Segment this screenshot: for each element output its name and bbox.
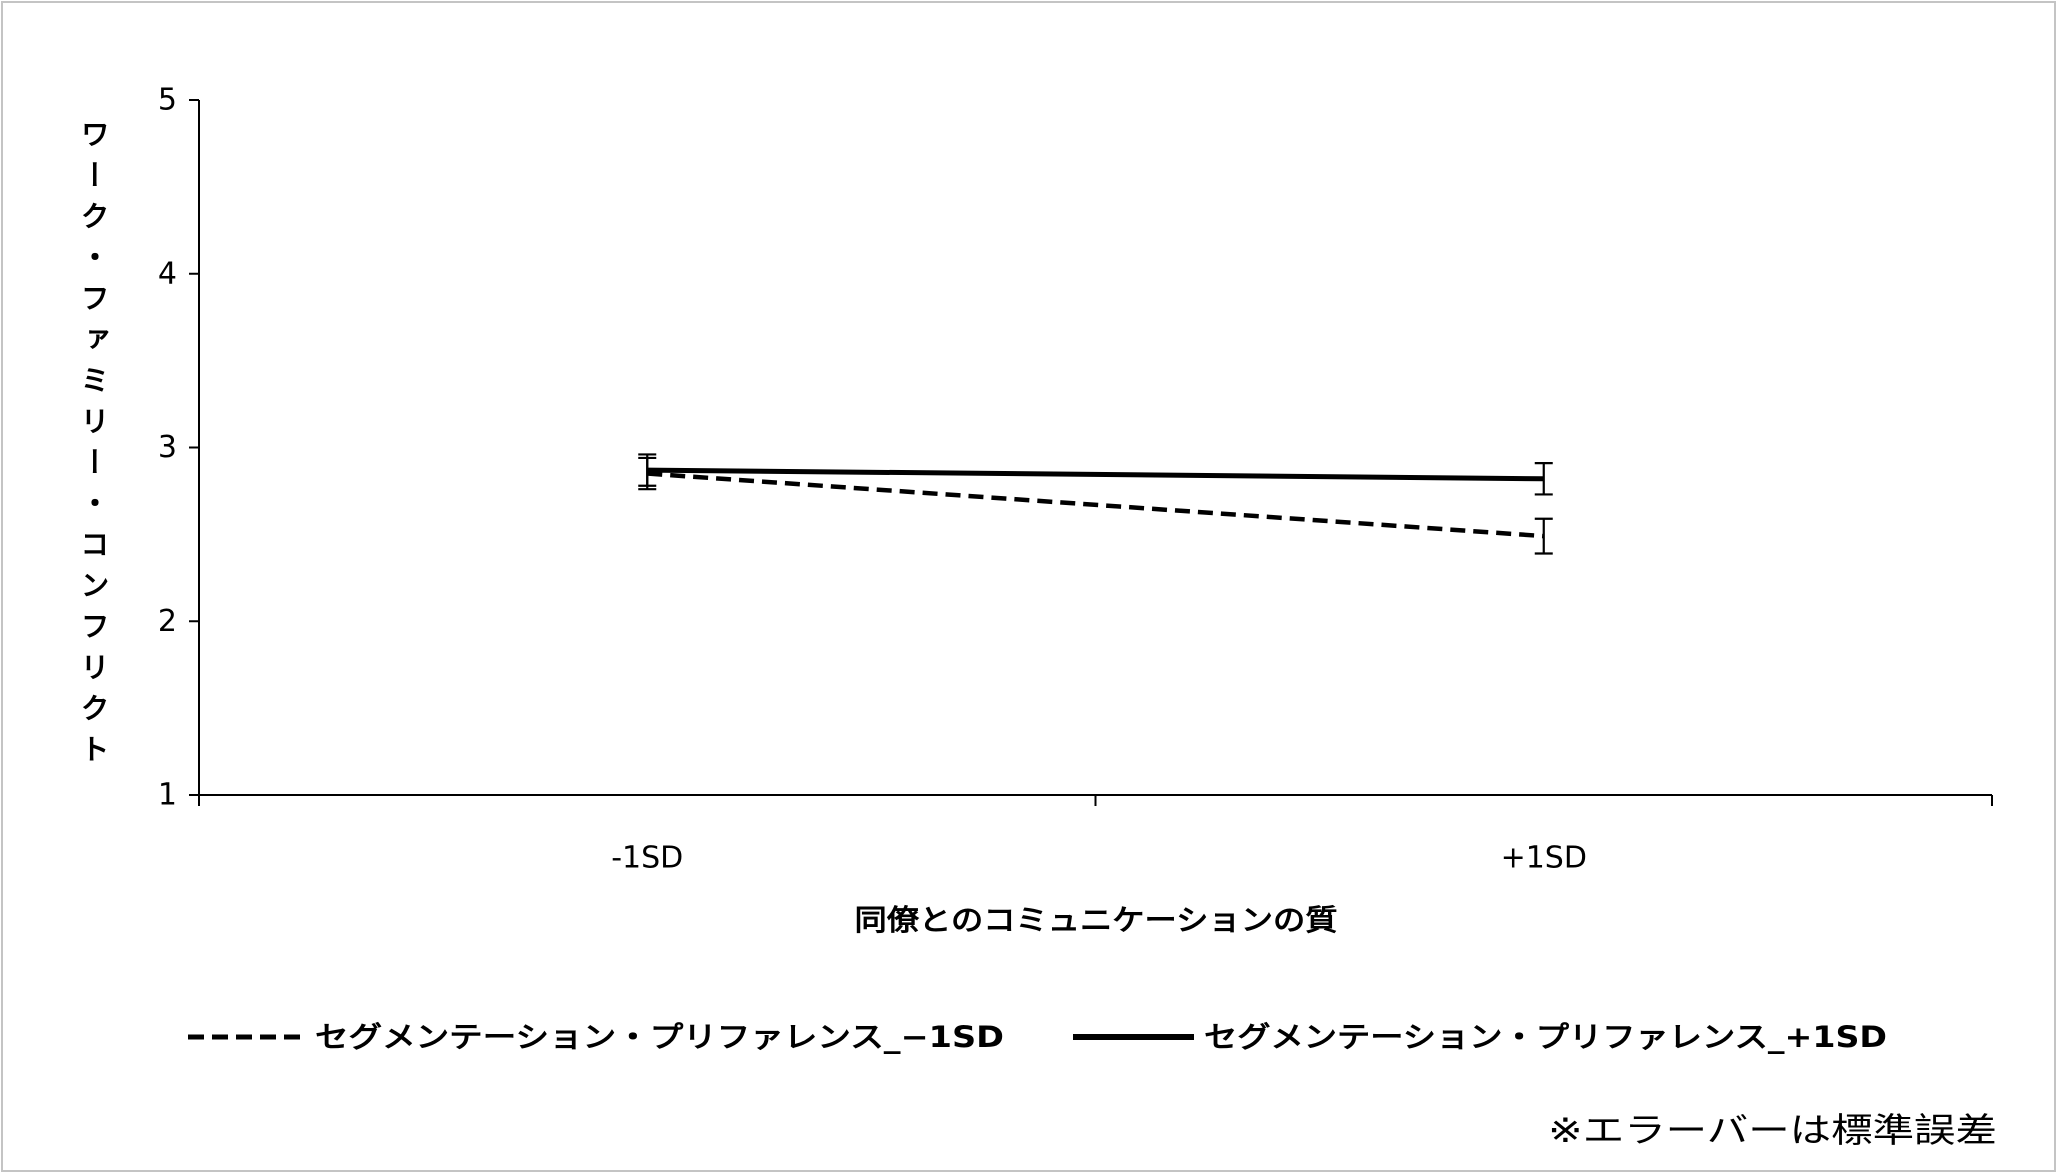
series-group (638, 453, 1553, 555)
series-line-1 (647, 471, 1544, 539)
y-tick-label: 4 (158, 256, 177, 291)
y-tick-label: 5 (158, 83, 177, 118)
error-bar-note: ※エラーバーは標準誤差 (1548, 1111, 1997, 1151)
error-bar (1534, 517, 1553, 555)
y-tick-label: 1 (158, 778, 177, 813)
x-axis-title: 同僚とのコミュニケーションの質 (855, 903, 1338, 937)
series-line-2 (647, 467, 1544, 482)
legend-label-series-1: セグメンテーション・プリファレンス_−1SD (315, 1020, 1004, 1054)
y-tick-label: 2 (158, 604, 177, 639)
error-bar (1534, 462, 1553, 496)
error-bar (638, 453, 657, 487)
x-tick-label: +1SD (1501, 841, 1587, 876)
y-axis-title: ワーク・ファミリー・コンフリクト (76, 119, 110, 775)
axes-group: 1 2 3 4 5 -1SD +1SD (158, 83, 1993, 876)
x-tick-label: -1SD (611, 841, 683, 876)
legend: セグメンテーション・プリファレンス_−1SD セグメンテーション・プリファレンス… (188, 1020, 1887, 1054)
legend-label-series-2: セグメンテーション・プリファレンス_+1SD (1204, 1020, 1887, 1054)
y-tick-label: 3 (158, 430, 177, 465)
